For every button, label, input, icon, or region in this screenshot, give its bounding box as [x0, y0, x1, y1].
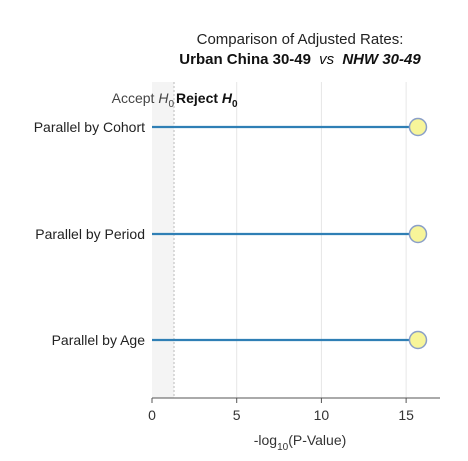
- value-point: [408, 117, 428, 137]
- accept-region-shade: [152, 82, 175, 398]
- accept-region-label: Accept H0: [112, 90, 175, 110]
- title-vs: vs: [319, 51, 335, 68]
- chart-title-line1: Comparison of Adjusted Rates:: [197, 31, 404, 48]
- x-axis-label: -log10(P-Value): [254, 432, 347, 453]
- title-left-group: Urban China 30-49: [179, 51, 311, 68]
- chart-title-line2: Urban China 30-49 vs NHW 30-49: [179, 51, 421, 68]
- value-point: [408, 330, 428, 350]
- value-point: [408, 224, 428, 244]
- category-label: Parallel by Age: [52, 332, 146, 348]
- reject-region-label: Reject H0: [176, 90, 238, 110]
- data-marks: Parallel by Cohort Parallel by Period Para…: [34, 117, 428, 350]
- title-right-group: NHW 30-49: [342, 51, 421, 68]
- category-label: Parallel by Cohort: [34, 119, 145, 135]
- x-tick-label: 5: [233, 407, 241, 423]
- grid-lines: [173, 82, 407, 398]
- plot-background: [152, 82, 175, 398]
- x-axis: 0 5 10 15: [148, 397, 440, 423]
- x-tick-label: 10: [314, 407, 330, 423]
- category-label: Parallel by Period: [35, 226, 145, 242]
- x-tick-label: 0: [148, 407, 156, 423]
- x-tick-label: 15: [398, 407, 414, 423]
